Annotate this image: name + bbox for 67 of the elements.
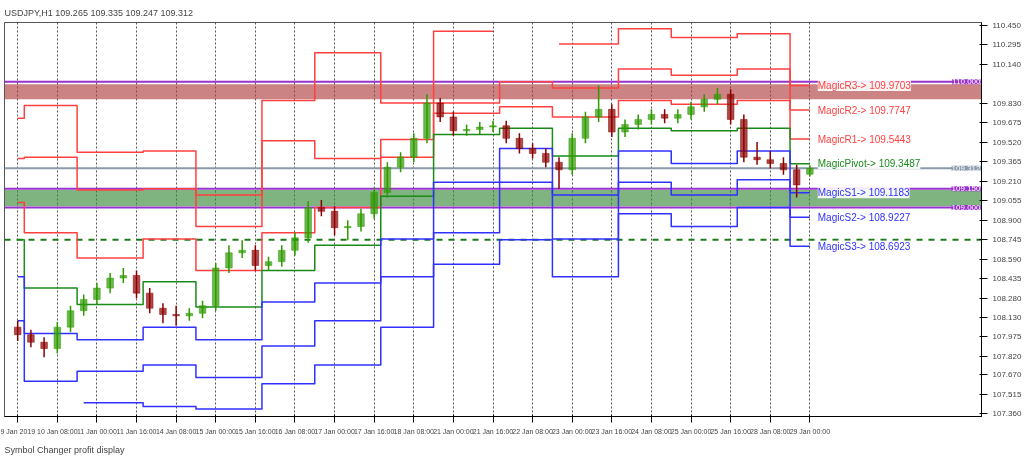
y-tick-label: 109.055 (992, 196, 1022, 206)
y-tick-label: 107.360 (992, 409, 1022, 419)
candlestick (146, 287, 154, 315)
candlestick (621, 118, 629, 138)
candlestick (357, 208, 365, 233)
y-tick-label: 108.745 (992, 235, 1022, 245)
candlestick (449, 111, 457, 137)
text: Symbol Changer profit display (4, 444, 126, 455)
y-tick-label: 108.900 (992, 215, 1022, 225)
series-label: MagicS1-> 109.1183 (817, 187, 911, 199)
candlestick (581, 111, 589, 145)
candlestick (80, 293, 88, 317)
series-label: MagicR3-> 109.9703 (817, 79, 912, 91)
y-tick-label: 107.975 (992, 332, 1022, 342)
y-tick-label: 109.830 (992, 98, 1022, 108)
candlestick (93, 282, 101, 306)
candlestick (476, 121, 484, 136)
series-label: MagicPivot-> 109.3487 (817, 158, 921, 170)
candlestick (66, 304, 75, 333)
y-tick-label: 108.590 (992, 254, 1022, 264)
candlestick (397, 151, 405, 174)
candlestick (727, 88, 735, 126)
y-tick-label: 110.140 (992, 59, 1022, 69)
chart-title: USDJPY,H1 109.265 109.335 109.247 109.312 (4, 7, 193, 18)
candlestick (212, 262, 220, 312)
series-label: MagicR2-> 109.7747 (817, 104, 912, 116)
candlestick (595, 84, 603, 123)
candlestick (238, 239, 246, 259)
candlestick (687, 101, 695, 121)
candlestick (674, 108, 682, 124)
ref-line-label: 109.000 (951, 203, 982, 213)
y-tick-label: 109.365 (992, 157, 1022, 167)
y-tick-label: 107.670 (992, 370, 1022, 380)
ref-line-label: 110.000 (952, 77, 982, 87)
candlestick (331, 205, 339, 236)
y-tick-label: 107.515 (992, 389, 1022, 399)
candlestick (225, 244, 233, 274)
candlestick (515, 132, 523, 155)
y-tick-label: 109.210 (992, 176, 1022, 186)
series-label: MagicS2-> 108.9227 (817, 211, 911, 223)
ref-line-label: 109.312 (951, 163, 982, 173)
series-label: MagicS3-> 108.6923 (817, 240, 911, 252)
candlestick (502, 119, 510, 145)
y-tick-label: 109.520 (992, 137, 1022, 147)
candlestick (53, 321, 61, 355)
series-label: MagicR1-> 109.5443 (817, 133, 912, 145)
candlestick (793, 163, 801, 199)
y-tick-label: 110.295 (992, 40, 1022, 50)
y-tick-label: 107.820 (992, 351, 1022, 361)
candlestick (344, 219, 352, 242)
candlestick (251, 244, 259, 272)
candlestick (806, 164, 814, 178)
y-tick-label: 108.130 (992, 312, 1022, 322)
candlestick (172, 304, 180, 327)
candlestick (14, 320, 22, 342)
ref-line-label: 109.150 (951, 184, 982, 194)
y-tick-label: 110.450 (992, 20, 1022, 30)
candlestick (291, 231, 299, 257)
y-tick-label: 108.280 (992, 293, 1022, 303)
candlestick (106, 272, 114, 294)
candlestick (27, 328, 35, 349)
y-tick-label: 109.675 (992, 118, 1022, 128)
y-tick-label: 108.435 (992, 274, 1022, 284)
candlestick (436, 97, 444, 123)
candlestick (383, 161, 391, 199)
candlestick (634, 113, 642, 131)
candlestick (489, 119, 497, 133)
